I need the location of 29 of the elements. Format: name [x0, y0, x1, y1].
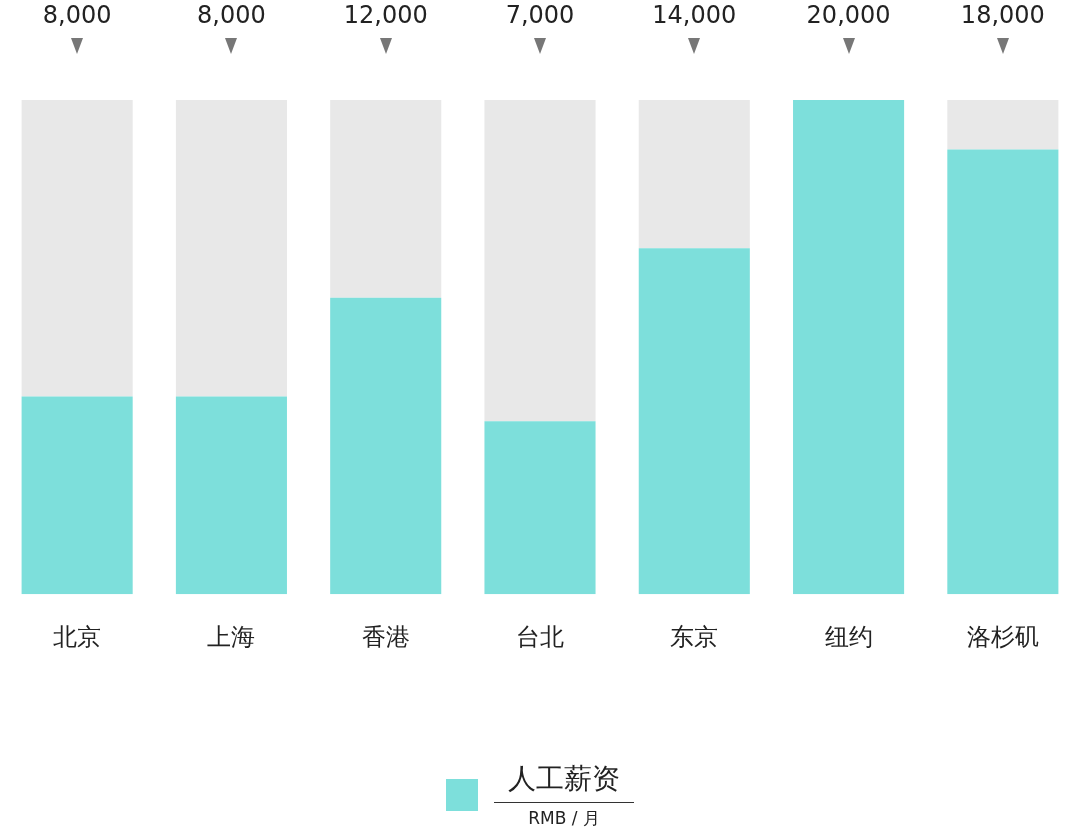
- bar: [793, 100, 905, 595]
- x-tick-label: 纽约: [824, 622, 873, 651]
- x-tick-label: 上海: [207, 622, 256, 651]
- text: RMB / 月: [528, 807, 600, 830]
- data-label: 7,000: [505, 1, 575, 30]
- data-label: 14,000: [652, 1, 737, 30]
- bar: [638, 248, 750, 595]
- x-tick-label: 北京: [53, 622, 102, 651]
- bar: [947, 149, 1059, 595]
- bar: [484, 100, 596, 422]
- bar: [638, 100, 750, 249]
- x-tick-label: 洛杉矶: [966, 622, 1039, 651]
- data-label: 8,000: [197, 1, 266, 30]
- x-tick-label: 东京: [670, 622, 719, 651]
- bar: [175, 396, 287, 595]
- bar: [21, 396, 133, 595]
- data-label: 18,000: [960, 1, 1045, 30]
- bar: [330, 100, 442, 298]
- bar: [484, 421, 596, 595]
- bar: [175, 100, 287, 397]
- bar: [21, 100, 133, 397]
- bar: [947, 100, 1059, 150]
- x-tick-label: 香港: [361, 622, 410, 651]
- x-tick-label: 台北: [516, 622, 564, 651]
- bar: [330, 297, 442, 595]
- data-label: 8,000: [42, 1, 112, 30]
- data-label: 20,000: [806, 1, 891, 30]
- legend-label: 人工薪资: [494, 760, 634, 803]
- data-label: 12,000: [343, 1, 428, 30]
